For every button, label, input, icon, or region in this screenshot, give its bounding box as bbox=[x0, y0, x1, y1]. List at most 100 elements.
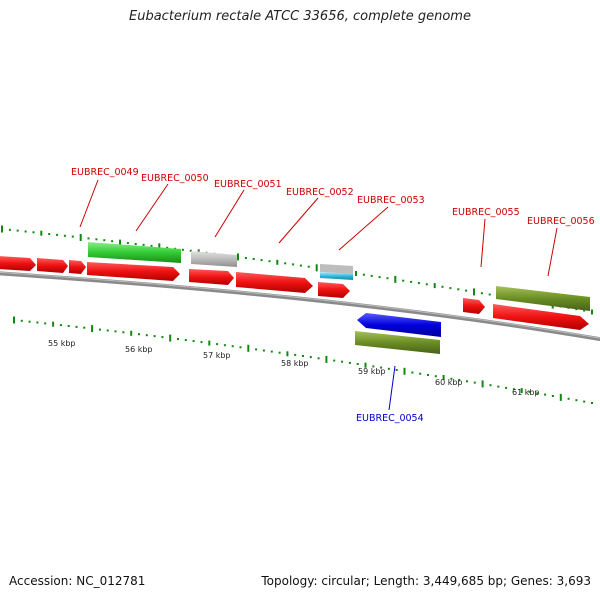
scale-tick bbox=[98, 328, 101, 331]
scale-tick bbox=[13, 316, 15, 324]
gene-arrow-eubrec-0049[interactable] bbox=[87, 262, 180, 281]
gene-label-eubrec-0054[interactable]: EUBREC_0054 bbox=[356, 413, 424, 424]
gene-arrow[interactable] bbox=[493, 304, 589, 330]
gene-label-eubrec-0049[interactable]: EUBREC_0049 bbox=[71, 167, 139, 178]
scale-tick bbox=[417, 282, 420, 285]
scale-tick bbox=[315, 264, 318, 272]
kbp-label-55: 55 kbp bbox=[48, 339, 76, 348]
gene-label-eubrec-0056[interactable]: EUBREC_0056 bbox=[527, 216, 595, 227]
scale-tick bbox=[223, 344, 226, 347]
gene-arrow-eubrec-0054[interactable] bbox=[357, 313, 441, 337]
scale-tick bbox=[489, 384, 492, 387]
scale-tick bbox=[192, 340, 195, 343]
scale-tick bbox=[505, 386, 508, 389]
scale-tick bbox=[48, 233, 51, 235]
scale-tick bbox=[434, 375, 437, 378]
gene-arrow[interactable] bbox=[318, 282, 350, 298]
scale-tick bbox=[181, 248, 184, 251]
scale-tick bbox=[138, 333, 140, 336]
gene-box-reverse[interactable] bbox=[355, 331, 440, 354]
gene-arrow-eubrec-0052[interactable] bbox=[236, 272, 313, 293]
gene-arrow[interactable] bbox=[0, 256, 36, 271]
gene-box-eubrec-0053-a[interactable] bbox=[320, 264, 353, 274]
scale-tick bbox=[231, 345, 234, 348]
scale-tick bbox=[362, 273, 365, 276]
map-title: Eubacterium rectale ATCC 33656, complete… bbox=[129, 9, 471, 24]
scale-tick bbox=[302, 355, 304, 357]
gene-arrow-eubrec-0055[interactable] bbox=[463, 298, 485, 314]
scale-tick bbox=[402, 279, 405, 282]
scale-tick bbox=[441, 285, 444, 288]
scale-tick bbox=[512, 388, 515, 391]
scale-tick bbox=[292, 263, 295, 266]
scale-tick bbox=[158, 243, 161, 251]
scale-tick bbox=[36, 321, 39, 324]
scale-tick bbox=[75, 325, 78, 328]
scale-tick bbox=[411, 371, 414, 374]
gene-label-eubrec-0055[interactable]: EUBREC_0055 bbox=[452, 207, 520, 218]
leader-lines bbox=[79, 179, 558, 411]
scale-tick bbox=[237, 253, 239, 261]
scale-tick bbox=[270, 350, 273, 353]
scale-tick bbox=[294, 353, 297, 356]
gene-label-eubrec-0051[interactable]: EUBREC_0051 bbox=[214, 179, 282, 190]
scale-tick bbox=[425, 283, 428, 286]
scale-tick bbox=[488, 293, 491, 296]
gene-box-eubrec-0056[interactable] bbox=[496, 286, 590, 311]
scale-tick bbox=[122, 331, 125, 334]
gene-box-eubrec-0051[interactable] bbox=[191, 251, 237, 267]
scale-tick bbox=[262, 349, 265, 352]
scale-tick bbox=[286, 351, 289, 357]
gene-box-eubrec-0050[interactable] bbox=[88, 242, 181, 263]
reverse-strand bbox=[355, 313, 441, 354]
scale-tick bbox=[247, 344, 250, 352]
scale-tick bbox=[458, 379, 461, 381]
scale-tick bbox=[130, 330, 133, 336]
scale-tick bbox=[87, 237, 90, 240]
scale-tick bbox=[317, 357, 320, 360]
scale-tick bbox=[449, 287, 452, 290]
scale-tick bbox=[67, 325, 70, 327]
scale-tick bbox=[341, 360, 344, 363]
scale-tick bbox=[8, 228, 11, 231]
scale-tick bbox=[142, 243, 145, 246]
scale-tick bbox=[145, 334, 148, 337]
scale-tick bbox=[284, 262, 287, 265]
scale-tick bbox=[442, 375, 445, 380]
scale-tick bbox=[419, 372, 422, 375]
gene-label-eubrec-0052[interactable]: EUBREC_0052 bbox=[286, 187, 354, 198]
scale-tick bbox=[91, 325, 94, 333]
scale-tick bbox=[497, 385, 500, 388]
scale-tick bbox=[255, 348, 258, 351]
gene-label-eubrec-0053[interactable]: EUBREC_0053 bbox=[357, 195, 425, 206]
scale-tick bbox=[480, 292, 483, 295]
scale-tick bbox=[103, 239, 106, 242]
scale-tick bbox=[126, 242, 129, 244]
scale-tick bbox=[208, 340, 211, 346]
scale-tick bbox=[325, 355, 328, 363]
scale-tick bbox=[465, 289, 468, 292]
scale-tick bbox=[40, 230, 43, 236]
scale-tick bbox=[403, 367, 406, 375]
scale-tick bbox=[457, 288, 460, 291]
scale-tick bbox=[583, 309, 586, 312]
scale-tick bbox=[559, 393, 562, 401]
scale-tick bbox=[268, 260, 271, 263]
scale-tick bbox=[481, 380, 484, 388]
scale-tick bbox=[307, 265, 310, 268]
gene-arrow[interactable] bbox=[37, 258, 68, 273]
gene-arrow[interactable] bbox=[69, 260, 86, 274]
scale-tick bbox=[427, 374, 429, 376]
scale-tick bbox=[355, 271, 357, 276]
scale-tick bbox=[184, 339, 187, 342]
gene-arrow[interactable] bbox=[189, 269, 234, 285]
scale-tick bbox=[134, 243, 137, 245]
scale-tick bbox=[356, 363, 359, 365]
gene-label-eubrec-0050[interactable]: EUBREC_0050 bbox=[141, 173, 209, 184]
gene-box-eubrec-0053-b[interactable] bbox=[320, 272, 353, 280]
scale-tick bbox=[450, 377, 453, 380]
scale-tick bbox=[189, 249, 192, 252]
scale-tick bbox=[333, 359, 336, 362]
scale-tick bbox=[83, 326, 86, 329]
